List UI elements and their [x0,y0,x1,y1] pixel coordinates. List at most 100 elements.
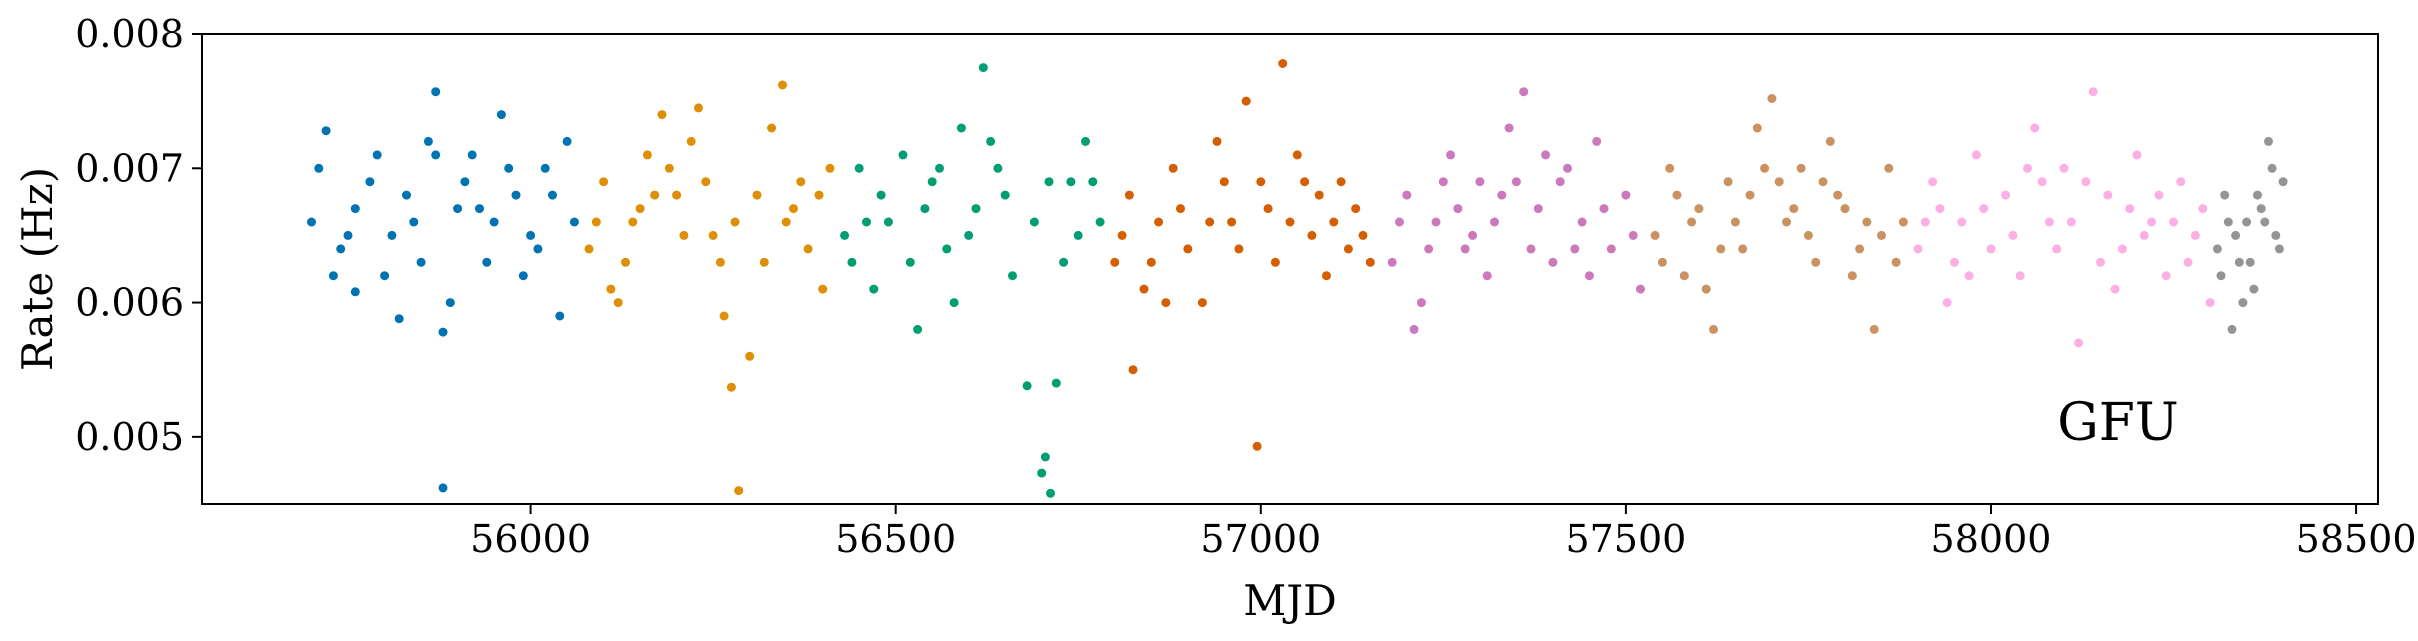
data-point-s7-6 [2256,204,2266,214]
data-point-s4-23 [1541,150,1551,160]
data-point-s7-12 [2245,257,2255,267]
data-point-s1-20 [825,163,835,173]
data-point-s3-6 [1183,244,1193,254]
data-point-s3-32 [1285,217,1295,227]
data-point-s0-18 [540,163,550,173]
data-point-s6-6 [2001,190,2011,200]
data-point-s1-29 [606,284,616,294]
data-point-s7-16 [2238,298,2248,308]
data-point-s4-5 [1460,244,1470,254]
data-point-s5-5 [1723,177,1733,187]
data-point-s0-24 [387,230,397,240]
data-point-s0-7 [409,217,419,227]
data-point-s6-1 [1928,177,1938,187]
x-axis: 56000 56500 57000 57500 58000 58500 [470,504,2417,561]
data-point-s5-4 [1709,324,1718,334]
data-point-s0-12 [453,204,463,214]
data-point-s7-9 [2278,177,2288,187]
data-point-s3-29 [1358,230,1368,240]
data-point-s0-15 [496,110,506,120]
data-point-s2-1 [854,163,864,173]
data-point-s4-3 [1431,217,1441,227]
data-point-s3-18 [1336,177,1346,187]
data-point-s6-8 [2030,123,2040,133]
data-point-s3-1 [1124,190,1134,200]
data-point-s5-27 [1672,190,1682,200]
data-point-s2-12 [1008,271,1017,281]
y-tick-label: 0.006 [75,281,184,325]
data-point-s0-21 [569,217,579,227]
data-point-s5-24 [1833,190,1843,200]
data-point-s6-18 [2176,177,2186,187]
data-point-s3-26 [1263,204,1273,214]
data-point-s0-13 [467,150,477,160]
data-point-s7-3 [2234,257,2244,267]
data-point-s0-9 [431,87,441,97]
data-point-s3-24 [1205,217,1215,227]
data-point-s3-30 [1161,298,1171,308]
data-point-s0-0 [307,217,316,227]
data-point-s1-8 [694,103,703,113]
data-point-s1-12 [734,486,744,496]
data-point-s5-32 [1818,177,1828,187]
data-point-s4-10 [1533,204,1543,214]
data-point-s6-29 [2154,190,2164,200]
data-point-s0-17 [526,230,536,240]
data-point-s2-24 [935,163,944,173]
data-point-s5-3 [1694,204,1704,214]
data-point-s0-10 [438,327,448,337]
data-point-s0-2 [336,244,346,254]
data-point-s5-7 [1752,123,1762,133]
y-axis-label: Rate (Hz) [13,167,62,371]
data-point-s6-20 [2205,298,2215,308]
data-point-s3-10 [1241,96,1251,106]
data-point-s1-24 [679,230,689,240]
data-point-s4-33 [1584,271,1594,281]
data-point-s2-2 [869,284,879,294]
data-point-s6-23 [1979,204,1989,214]
data-point-s7-13 [2260,217,2270,227]
data-point-s5-33 [1847,271,1857,281]
data-point-s6-22 [1950,257,1959,267]
data-point-s0-28 [518,271,528,281]
data-point-s6-2 [1942,298,1952,308]
data-point-s7-7 [2264,136,2273,146]
data-point-s2-13 [1022,381,1032,391]
data-point-s7-1 [2220,190,2230,200]
data-point-s3-15 [1292,150,1302,160]
data-point-s6-39 [2198,204,2208,214]
data-point-s0-1 [321,126,331,136]
data-point-s4-2 [1416,298,1426,308]
data-point-s2-31 [920,204,930,214]
data-point-s5-34 [1877,230,1886,240]
data-point-s4-31 [1526,244,1536,254]
data-point-s6-38 [2169,217,2178,227]
data-point-s6-4 [1971,150,1981,160]
gfu-annotation: GFU [2057,393,2178,453]
data-point-s2-7 [942,244,952,254]
data-point-s4-29 [1468,230,1478,240]
data-point-s6-11 [2074,338,2084,348]
data-point-s5-16 [1884,163,1894,173]
data-point-s0-22 [314,163,324,173]
data-point-s6-32 [1964,271,1974,281]
data-point-s0-23 [350,204,360,214]
data-point-s6-34 [2052,244,2062,254]
data-point-s0-19 [555,311,565,321]
data-point-s7-15 [2223,217,2233,227]
data-point-s0-16 [511,190,521,200]
data-point-s3-4 [1154,217,1164,227]
data-point-s5-25 [1862,217,1872,227]
x-tick-label: 57000 [1200,517,1321,561]
data-point-s1-9 [708,230,718,240]
data-point-s5-30 [1760,163,1770,173]
data-points [307,59,2288,498]
data-point-s2-26 [1000,190,1010,200]
data-point-s1-34 [814,190,824,200]
data-point-s2-4 [898,150,908,160]
data-point-s4-8 [1504,123,1514,133]
data-point-s1-17 [789,204,798,214]
data-point-s0-20 [562,136,572,146]
data-point-s6-12 [2088,87,2098,97]
data-point-s5-31 [1789,204,1799,214]
